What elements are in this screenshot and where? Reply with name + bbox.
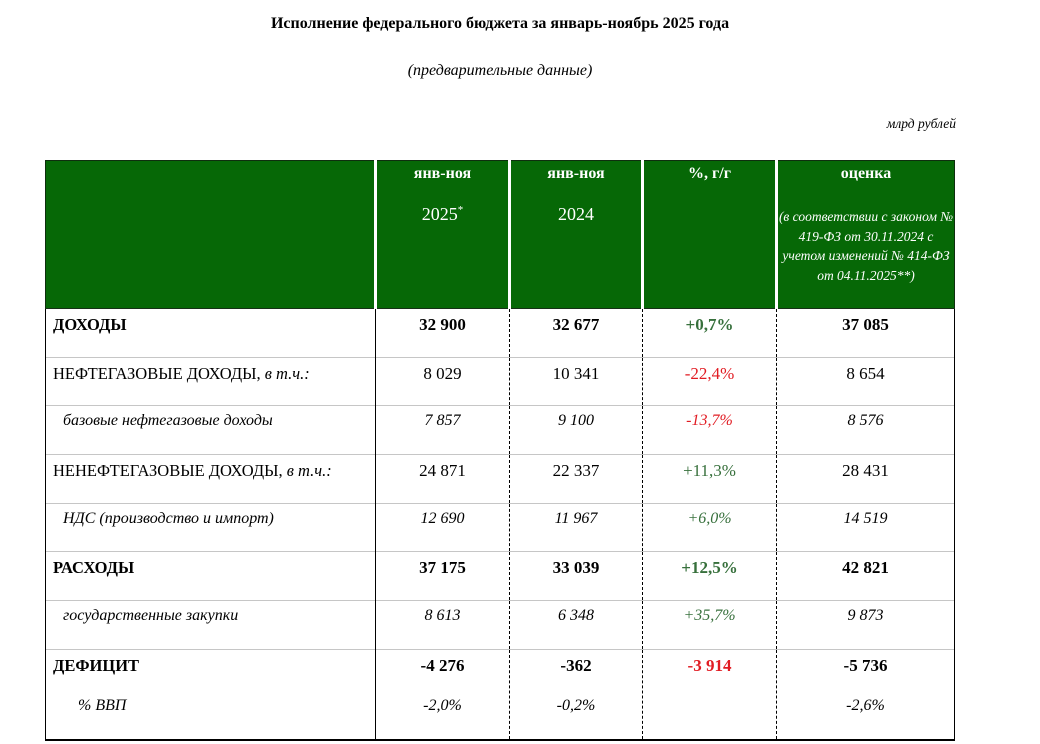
row-label: РАСХОДЫ: [45, 551, 376, 601]
header-estimate-cell: оценка (в соответствии с законом № 419-Ф…: [775, 160, 955, 309]
table-header-row: янв-ноя 2025* янв-ноя 2024 %, г/г оценка…: [45, 160, 955, 309]
header-2024-year: 2024: [558, 204, 594, 224]
value-2024: 33 039: [509, 551, 643, 601]
value-2025: 8 613: [375, 600, 510, 650]
value-2025: 37 175: [375, 551, 510, 601]
row-label: НЕНЕФТЕГАЗОВЫЕ ДОХОДЫ, в т.ч.:: [45, 454, 376, 504]
value-yoy: +0,7%: [642, 308, 777, 358]
header-2025-year: 2025*: [421, 204, 464, 224]
row-label: НЕФТЕГАЗОВЫЕ ДОХОДЫ, в т.ч.:: [45, 356, 376, 406]
value-estimate: 8 576: [776, 405, 955, 455]
header-estimate-label: оценка: [840, 165, 892, 182]
header-2025-cell: янв-ноя 2025*: [374, 160, 510, 309]
row-label: НДС (производство и импорт): [45, 502, 376, 552]
value-2025: 24 871: [375, 454, 510, 504]
value-yoy: +12,5%: [642, 551, 777, 601]
value-2025: 12 690: [375, 502, 510, 552]
header-yoy-label: %, г/г: [688, 165, 731, 182]
header-2024-period: янв-ноя: [547, 165, 605, 182]
value-yoy: -13,7%: [642, 405, 777, 455]
table-row: базовые нефтегазовые доходы 7 857 9 100 …: [45, 405, 955, 455]
header-empty-cell: [45, 160, 376, 309]
budget-table: янв-ноя 2025* янв-ноя 2024 %, г/г оценка…: [45, 160, 955, 742]
value-yoy: +35,7%: [642, 600, 777, 650]
value-2024: 32 677: [509, 308, 643, 358]
table-row: ДОХОДЫ 32 900 32 677 +0,7% 37 085: [45, 308, 955, 358]
value-2024: 6 348: [509, 600, 643, 650]
footnote-marker: *: [457, 204, 464, 216]
page-title: Исполнение федерального бюджета за январ…: [270, 15, 730, 32]
value-estimate: -5 736 -2,6%: [776, 648, 955, 742]
value-2025: 7 857: [375, 405, 510, 455]
value-2024: 9 100: [509, 405, 643, 455]
value-estimate: 14 519: [776, 502, 955, 552]
value-yoy: -3 914: [642, 648, 777, 742]
row-label: ДЕФИЦИТ % ВВП: [45, 648, 376, 742]
value-2025: 8 029: [375, 356, 510, 406]
value-2025: 32 900: [375, 308, 510, 358]
table-row-deficit: ДЕФИЦИТ % ВВП -4 276 -2,0% -362 -0,2% -3…: [45, 648, 955, 742]
page-subtitle: (предварительные данные): [407, 62, 593, 79]
table-row: НЕНЕФТЕГАЗОВЫЕ ДОХОДЫ, в т.ч.: 24 871 22…: [45, 454, 955, 504]
value-2024: -362 -0,2%: [509, 648, 643, 742]
value-estimate: 37 085: [776, 308, 955, 358]
value-estimate: 42 821: [776, 551, 955, 601]
row-label: государственные закупки: [45, 600, 376, 650]
header-yoy-cell: %, г/г: [641, 160, 777, 309]
row-label: ДОХОДЫ: [45, 308, 376, 358]
units-note: млрд рублей: [886, 116, 956, 131]
table-row: НЕФТЕГАЗОВЫЕ ДОХОДЫ, в т.ч.: 8 029 10 34…: [45, 356, 955, 406]
value-estimate: 28 431: [776, 454, 955, 504]
value-yoy: +11,3%: [642, 454, 777, 504]
value-2024: 22 337: [509, 454, 643, 504]
row-label: базовые нефтегазовые доходы: [45, 405, 376, 455]
header-2024-cell: янв-ноя 2024: [508, 160, 643, 309]
value-yoy: -22,4%: [642, 356, 777, 406]
value-2024: 10 341: [509, 356, 643, 406]
table-row: РАСХОДЫ 37 175 33 039 +12,5% 42 821: [45, 551, 955, 601]
value-estimate: 9 873: [776, 600, 955, 650]
table-row: государственные закупки 8 613 6 348 +35,…: [45, 600, 955, 650]
value-2024: 11 967: [509, 502, 643, 552]
value-2025: -4 276 -2,0%: [375, 648, 510, 742]
value-estimate: 8 654: [776, 356, 955, 406]
value-yoy: +6,0%: [642, 502, 777, 552]
header-estimate-note: (в соответствии с законом № 419-ФЗ от 30…: [778, 209, 954, 283]
table-row: НДС (производство и импорт) 12 690 11 96…: [45, 502, 955, 552]
header-2025-period: янв-ноя: [413, 165, 472, 182]
